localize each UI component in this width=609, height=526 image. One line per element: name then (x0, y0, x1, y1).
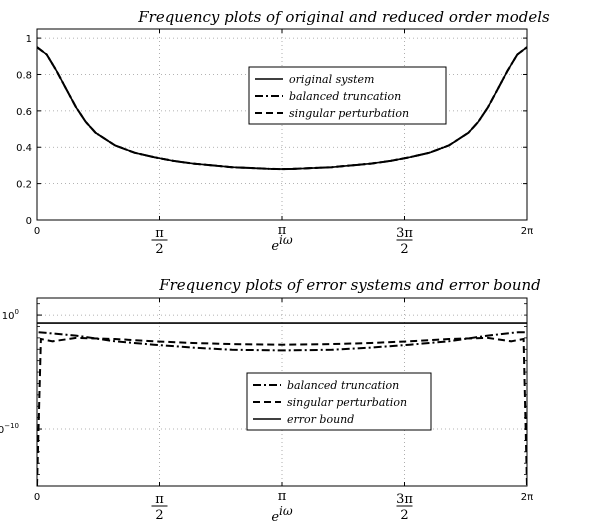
legend-label: singular perturbation (287, 396, 407, 409)
legend-label: error bound (287, 413, 354, 426)
series-line-balanced-truncation (37, 46, 527, 171)
y-tick-label: 100 (2, 308, 19, 322)
y-tick-label: 0.2 (16, 180, 32, 191)
y-tick-exponent: 0 (15, 308, 19, 316)
x-tick-label: π2 (151, 492, 168, 523)
x-axis-label-base: e (271, 239, 279, 254)
series-line-singular-perturbation (37, 46, 527, 171)
y-tick-label: 0.8 (16, 70, 32, 81)
legend-label: balanced truncation (289, 90, 401, 103)
x-tick-label: π2 (151, 226, 168, 257)
x-tick-numerator: 3π (396, 492, 413, 507)
y-tick-base: 10 (0, 425, 4, 436)
legend-label: original system (289, 73, 374, 86)
y-tick-label: 0.4 (16, 143, 32, 154)
x-tick-label: 0 (34, 226, 40, 237)
legend: balanced truncation singular perturbation… (246, 372, 432, 431)
legend-box (248, 66, 447, 125)
x-tick-label: 2π (521, 492, 533, 503)
x-tick-numerator: 3π (396, 226, 413, 241)
x-tick-label: 3π2 (396, 492, 413, 523)
x-tick-numerator: π (155, 226, 164, 241)
series-line-balanced-truncation (38, 331, 526, 352)
x-tick-numerator: π (155, 492, 164, 507)
y-tick-exponent: −10 (4, 422, 19, 430)
x-tick-label: 3π2 (396, 226, 413, 257)
chart-bottom: Frequency plots of error systems and err… (0, 276, 541, 525)
top-chart-title: Frequency plots of original and reduced … (137, 8, 550, 26)
x-axis-label: eiω (271, 504, 293, 525)
x-axis-label: eiω (271, 233, 293, 254)
x-tick-label: 2π (521, 226, 533, 237)
axes-frame (36, 28, 528, 221)
legend: original system balanced truncation singul… (248, 66, 447, 125)
bottom-chart-title: Frequency plots of error systems and err… (158, 276, 541, 294)
chart-top: Frequency plots of original and reduced … (16, 8, 550, 257)
y-tick-label: 10−10 (0, 422, 19, 436)
x-tick-label: π (278, 223, 287, 238)
y-tick-label: 0.6 (16, 107, 32, 118)
x-tick-denominator: 2 (155, 242, 163, 257)
x-tick-denominator: 2 (400, 242, 408, 257)
y-tick-base: 10 (2, 311, 15, 322)
x-axis-label-exponent: iω (279, 233, 293, 247)
x-axis-label-base: e (271, 510, 279, 525)
y-tick-label: 1 (26, 34, 32, 45)
x-tick-denominator: 2 (400, 508, 408, 523)
x-tick-label: 0 (34, 492, 40, 503)
y-tick-label: 0 (26, 216, 32, 227)
series-line-singular-perturbation (37, 336, 527, 486)
legend-label: balanced truncation (287, 379, 399, 392)
x-tick-denominator: 2 (155, 508, 163, 523)
legend-label: singular perturbation (289, 107, 409, 120)
x-tick-label: π (278, 489, 287, 504)
axes-frame (36, 297, 528, 487)
x-axis-label-exponent: iω (279, 504, 293, 518)
